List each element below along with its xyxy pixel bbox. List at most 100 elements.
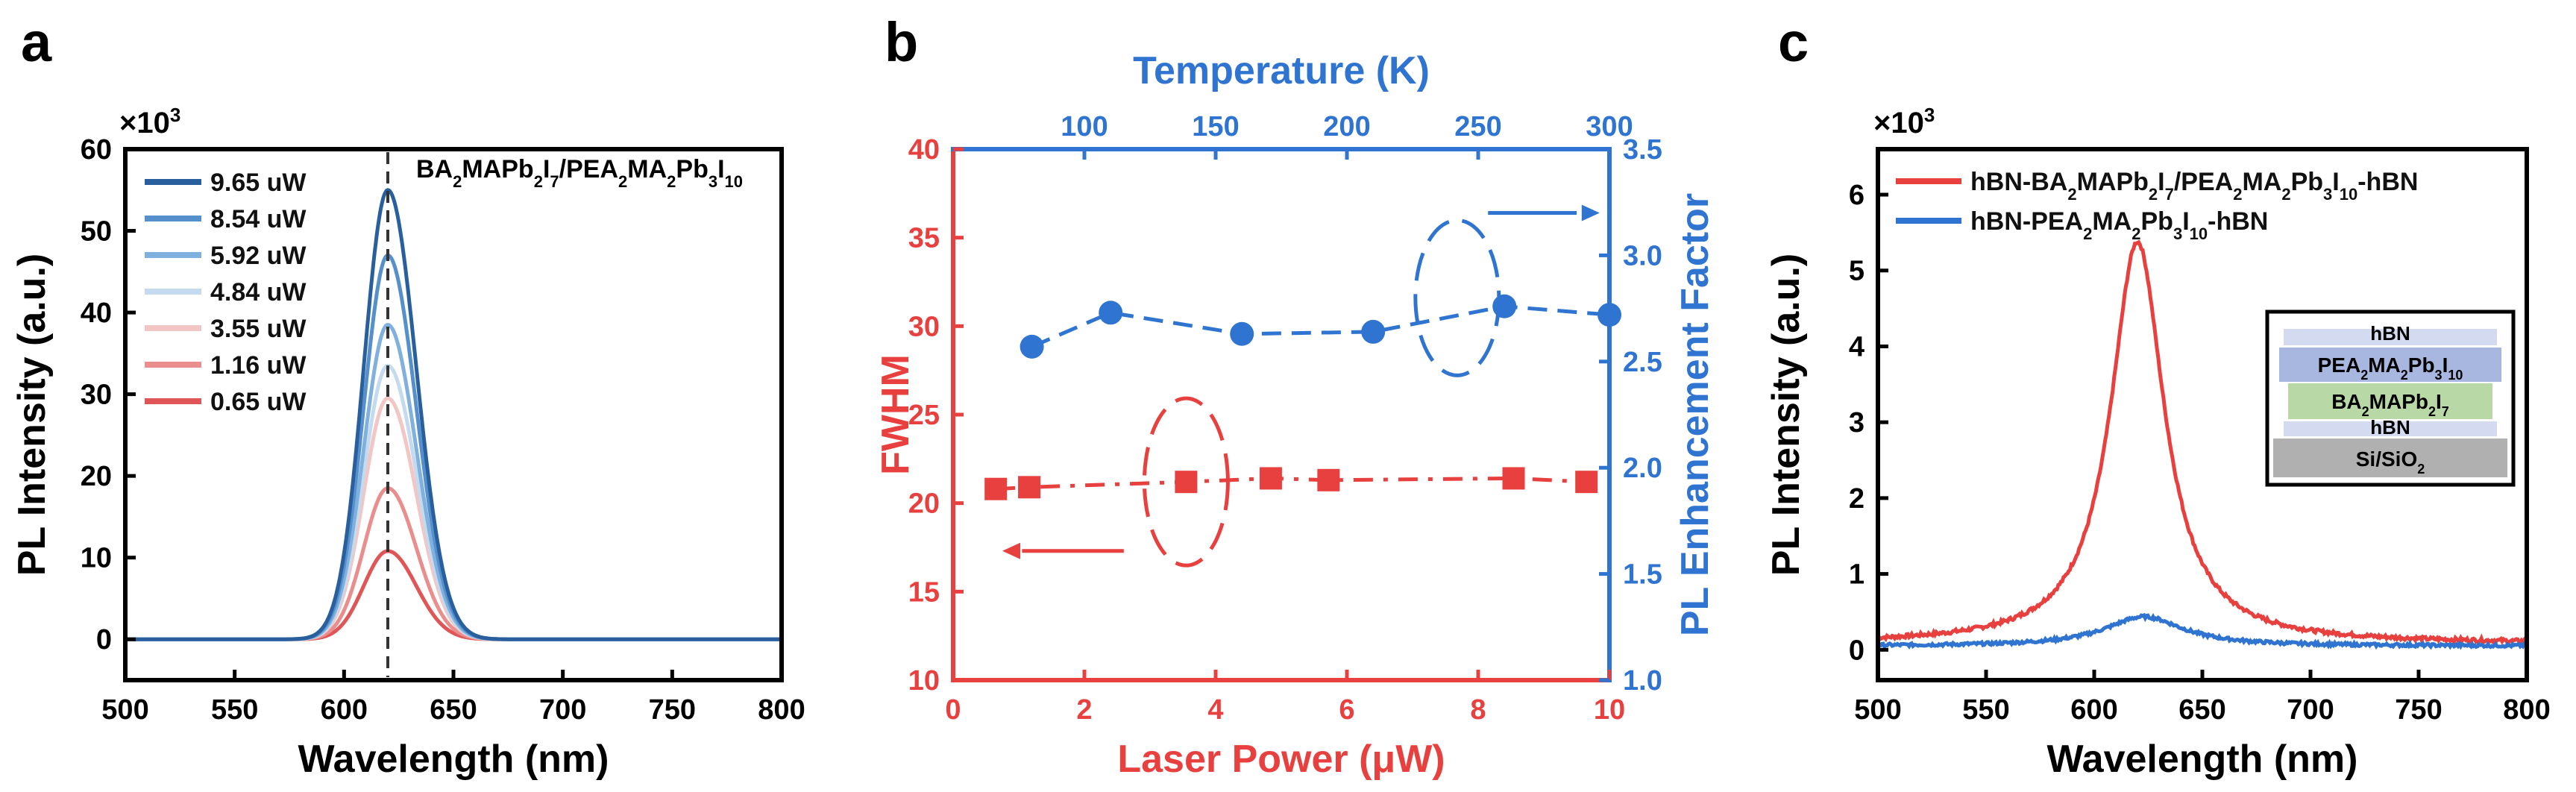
sample-formula-a: BA2MAPb2I7/PEA2MA2Pb3I10 — [416, 155, 743, 191]
right-axis-arrow-head — [1581, 204, 1600, 221]
fwhm-highlight-ellipse — [1142, 396, 1230, 568]
bottom-axis-label-b: Laser Power (μW) — [1117, 738, 1445, 781]
x-tick-label-c-750: 750 — [2395, 694, 2442, 726]
right-tick-label-b-1.0: 1.0 — [1623, 665, 1662, 697]
x-axis-label-a: Wavelength (nm) — [298, 738, 609, 781]
device-stack-inset: hBN PEA2MA2Pb3I10 BA2MAPb2I7 hBN Si/SiO2 — [2265, 309, 2516, 487]
y-tick-label-a-20: 20 — [81, 461, 112, 492]
fwhm-point-b-6 — [1575, 471, 1598, 494]
x-tick-label-b-8: 8 — [1470, 694, 1486, 726]
legend-label-a-0: 9.65 uW — [210, 169, 307, 197]
plot-c: 500 550 600 650 700 750 800 0 1 2 3 4 5 6 — [1849, 180, 2551, 726]
top-tick-label-b-250: 250 — [1454, 111, 1501, 142]
x-tick-label-b-6: 6 — [1339, 694, 1354, 726]
enhancement-point-b-0 — [1020, 334, 1044, 359]
enhancement-point-b-5 — [1598, 303, 1621, 327]
y-tick-label-c-6: 6 — [1849, 180, 1865, 211]
x-tick-label-a-700: 700 — [539, 694, 586, 726]
plot-a: 500 550 600 650 700 750 800 0 10 20 30 40 50 60 9.65 u… — [81, 134, 805, 726]
right-axis-label-b: PL Enhancement Factor — [1674, 193, 1717, 636]
y-tick-label-a-40: 40 — [81, 298, 112, 329]
enhancement-point-b-1 — [1099, 301, 1123, 325]
inset-label-hbn-bottom: hBN — [2370, 416, 2410, 439]
plot-frame-c — [1876, 147, 2529, 682]
spectrum-a-0-65-uW — [125, 549, 782, 641]
x-tick-label-c-650: 650 — [2178, 694, 2225, 726]
left-tick-label-b-20: 20 — [908, 488, 940, 520]
y-tick-label-a-10: 10 — [81, 543, 112, 574]
left-tick-label-b-15: 15 — [908, 576, 940, 608]
inset-layer-pea — [2279, 348, 2501, 382]
x-tick-label-b-4: 4 — [1207, 694, 1223, 726]
legend-label-a-3: 4.84 uW — [210, 278, 307, 307]
left-tick-label-b-10: 10 — [908, 665, 940, 697]
legend-c: hBN-BA2MAPb2I7/PEA2MA2Pb3I10-hBN hBN-PEA… — [1896, 168, 2418, 243]
y-tick-label-c-5: 5 — [1849, 256, 1865, 287]
right-tick-label-b-3.0: 3.0 — [1623, 240, 1662, 271]
plot-b: 0 2 4 6 8 10 100 150 200 250 300 10 15 20 25 30 35 40 1.0 1… — [908, 111, 1662, 726]
right-tick-label-b-1.5: 1.5 — [1623, 559, 1662, 591]
x-tick-label-c-550: 550 — [1962, 694, 2009, 726]
right-tick-label-b-2.5: 2.5 — [1623, 347, 1662, 378]
panel-c: c ×103 500 550 600 650 700 750 800 0 1 2 3 4 5 6 hBN-… — [1765, 11, 2551, 781]
legend-label-a-6: 0.65 uW — [210, 388, 307, 416]
top-axis-label-b: Temperature (K) — [1133, 49, 1430, 92]
x-tick-label-a-650: 650 — [430, 694, 477, 726]
x-tick-label-c-700: 700 — [2287, 694, 2334, 726]
y-tick-label-a-0: 0 — [96, 624, 112, 656]
y-tick-label-c-0: 0 — [1849, 635, 1865, 666]
fwhm-point-b-2 — [1175, 471, 1198, 494]
top-tick-label-b-200: 200 — [1323, 111, 1370, 142]
right-tick-label-b-2.0: 2.0 — [1623, 453, 1662, 484]
inset-label-pea: PEA2MA2Pb3I10 — [2318, 353, 2463, 383]
fwhm-line-b — [996, 476, 1587, 491]
left-axis-arrow-head — [1002, 542, 1020, 559]
panel-a: a ×103 500 550 600 650 700 750 800 0 10 20 30 40 50 6… — [10, 11, 805, 781]
legend-label-hybrid: hBN-BA2MAPb2I7/PEA2MA2Pb3I10-hBN — [1970, 168, 2418, 204]
y-tick-label-a-60: 60 — [81, 134, 112, 166]
x-tick-label-a-500: 500 — [101, 694, 148, 726]
y-tick-label-c-3: 3 — [1849, 407, 1865, 439]
panel-b: b Temperature (K) 0 2 4 6 8 10 100 150 200 250 300… — [874, 11, 1717, 781]
exponent-label-a: ×103 — [119, 104, 180, 139]
spectrum-c-1 — [1877, 612, 2528, 650]
fwhm-point-b-4 — [1317, 468, 1340, 491]
left-tick-label-b-40: 40 — [908, 134, 940, 166]
panel-letter-b: b — [885, 11, 918, 73]
y-tick-label-a-50: 50 — [81, 216, 112, 248]
y-tick-label-a-30: 30 — [81, 380, 112, 411]
x-tick-label-b-10: 10 — [1594, 694, 1625, 726]
top-tick-label-b-150: 150 — [1192, 111, 1239, 142]
left-tick-label-b-35: 35 — [908, 223, 940, 254]
spectrum-c-0 — [1877, 239, 2528, 646]
enhancement-line-b — [1031, 304, 1610, 349]
x-tick-label-b-2: 2 — [1076, 694, 1092, 726]
x-tick-label-c-500: 500 — [1854, 694, 1901, 726]
fwhm-point-b-1 — [1018, 476, 1041, 499]
fwhm-point-b-3 — [1259, 467, 1282, 490]
legend-label-pea: hBN-PEA2MA2Pb3I10-hBN — [1970, 207, 2268, 243]
spectrum-a-9-65-uW — [125, 188, 782, 641]
inset-layer-hbn-top — [2284, 329, 2497, 345]
panel-letter-c: c — [1778, 11, 1809, 73]
x-tick-label-a-550: 550 — [211, 694, 258, 726]
inset-layer-hbn-bottom — [2284, 421, 2497, 436]
y-axis-label-c: PL Intensity (a.u.) — [1765, 254, 1808, 576]
right-tick-label-b-3.5: 3.5 — [1623, 134, 1662, 166]
x-tick-label-c-800: 800 — [2503, 694, 2550, 726]
fwhm-point-b-0 — [984, 477, 1008, 500]
top-tick-label-b-100: 100 — [1061, 111, 1108, 142]
y-tick-label-c-1: 1 — [1849, 559, 1865, 591]
y-tick-label-c-2: 2 — [1849, 483, 1865, 515]
legend-label-a-1: 8.54 uW — [210, 205, 307, 233]
exponent-label-c: ×103 — [1873, 104, 1935, 139]
legend-label-a-4: 3.55 uW — [210, 315, 307, 343]
plot-frame-a — [123, 147, 784, 682]
fwhm-point-b-5 — [1502, 467, 1525, 490]
x-tick-label-b-0: 0 — [945, 694, 961, 726]
y-tick-label-c-4: 4 — [1849, 331, 1865, 362]
x-tick-label-a-750: 750 — [649, 694, 696, 726]
inset-label-ba: BA2MAPb2I7 — [2331, 390, 2449, 419]
inset-layer-ba — [2288, 383, 2492, 419]
top-tick-label-b-300: 300 — [1586, 111, 1633, 142]
